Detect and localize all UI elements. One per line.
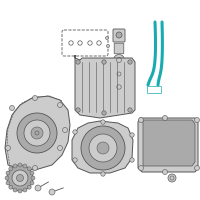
Circle shape	[23, 188, 27, 192]
Circle shape	[128, 60, 132, 64]
Circle shape	[27, 167, 31, 171]
Circle shape	[31, 127, 43, 139]
Circle shape	[30, 181, 34, 185]
Circle shape	[106, 45, 110, 47]
Polygon shape	[75, 55, 135, 118]
Circle shape	[7, 165, 33, 191]
Circle shape	[16, 174, 24, 182]
Polygon shape	[143, 120, 195, 166]
Circle shape	[102, 60, 106, 64]
Circle shape	[101, 120, 105, 124]
Circle shape	[76, 60, 80, 64]
Circle shape	[18, 163, 22, 167]
Circle shape	[30, 171, 34, 175]
Circle shape	[130, 158, 134, 162]
Circle shape	[114, 54, 124, 66]
Circle shape	[128, 108, 132, 112]
Circle shape	[73, 158, 77, 162]
Circle shape	[62, 128, 68, 132]
Circle shape	[102, 111, 106, 115]
Circle shape	[5, 176, 9, 180]
Circle shape	[76, 108, 80, 112]
Polygon shape	[72, 121, 133, 173]
Circle shape	[116, 32, 122, 38]
Circle shape	[18, 189, 22, 193]
Circle shape	[10, 106, 14, 110]
Circle shape	[81, 126, 125, 170]
FancyBboxPatch shape	[114, 43, 124, 54]
Circle shape	[106, 36, 108, 40]
Circle shape	[114, 82, 124, 92]
Circle shape	[6, 146, 10, 150]
Circle shape	[101, 172, 105, 176]
Circle shape	[194, 166, 200, 170]
Circle shape	[9, 185, 13, 189]
Circle shape	[35, 185, 41, 191]
Circle shape	[138, 117, 144, 122]
Circle shape	[12, 170, 28, 186]
Circle shape	[27, 185, 31, 189]
Circle shape	[32, 166, 38, 170]
Circle shape	[6, 171, 10, 175]
Polygon shape	[5, 96, 70, 170]
Circle shape	[58, 146, 62, 150]
Circle shape	[58, 102, 62, 108]
Circle shape	[138, 166, 144, 170]
Circle shape	[6, 181, 10, 185]
Circle shape	[168, 174, 176, 182]
Circle shape	[97, 142, 109, 154]
Circle shape	[17, 113, 57, 153]
Circle shape	[23, 164, 27, 168]
Circle shape	[13, 188, 17, 192]
Circle shape	[9, 167, 13, 171]
Circle shape	[24, 120, 50, 146]
Circle shape	[73, 130, 77, 134]
Circle shape	[89, 134, 117, 162]
Circle shape	[32, 96, 38, 100]
Circle shape	[130, 133, 134, 137]
Circle shape	[31, 176, 35, 180]
Circle shape	[162, 170, 168, 174]
Polygon shape	[115, 70, 123, 78]
Circle shape	[162, 116, 168, 120]
Circle shape	[13, 164, 17, 168]
Circle shape	[49, 189, 55, 195]
Polygon shape	[138, 118, 198, 172]
Circle shape	[194, 117, 200, 122]
FancyBboxPatch shape	[113, 29, 125, 42]
